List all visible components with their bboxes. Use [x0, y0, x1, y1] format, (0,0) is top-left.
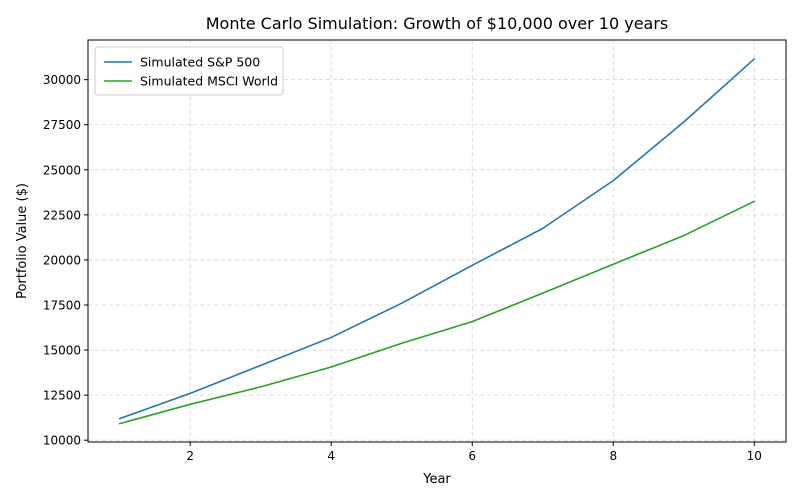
legend-label-msci-world: Simulated MSCI World: [140, 74, 278, 89]
grid: [88, 40, 786, 442]
x-tick-label: 8: [609, 449, 617, 463]
y-tick-label: 20000: [43, 253, 81, 267]
legend-box: [94, 46, 284, 96]
chart-title: Monte Carlo Simulation: Growth of $10,00…: [206, 14, 669, 33]
y-tick-label: 17500: [43, 298, 81, 312]
y-tick-label: 12500: [43, 389, 81, 403]
plot-area-frame: [87, 39, 787, 443]
x-tick-label: 4: [327, 449, 335, 463]
series-lines: [118, 58, 756, 425]
y-tick-label: 27500: [43, 118, 81, 132]
series-line-sp500: [118, 58, 756, 420]
y-tick-label: 30000: [43, 73, 81, 87]
legend-label-sp500: Simulated S&P 500: [140, 55, 260, 70]
x-tick-label: 6: [468, 449, 476, 463]
y-axis-label: Portfolio Value ($): [15, 183, 30, 299]
series-line-msci-world: [118, 200, 756, 425]
y-tick-label: 25000: [43, 163, 81, 177]
y-tick-label: 10000: [43, 434, 81, 448]
x-tick-label: 10: [747, 449, 762, 463]
legend: Simulated S&P 500 Simulated MSCI World: [94, 46, 284, 96]
x-axis-label: Year: [422, 472, 451, 487]
y-tick-label: 15000: [43, 344, 81, 358]
x-tick-label: 2: [186, 449, 194, 463]
axis-ticks: 2 4 6 8 10 10000 12500 15000 17500 20000 22500 2500…: [43, 73, 762, 463]
y-tick-label: 22500: [43, 208, 81, 222]
